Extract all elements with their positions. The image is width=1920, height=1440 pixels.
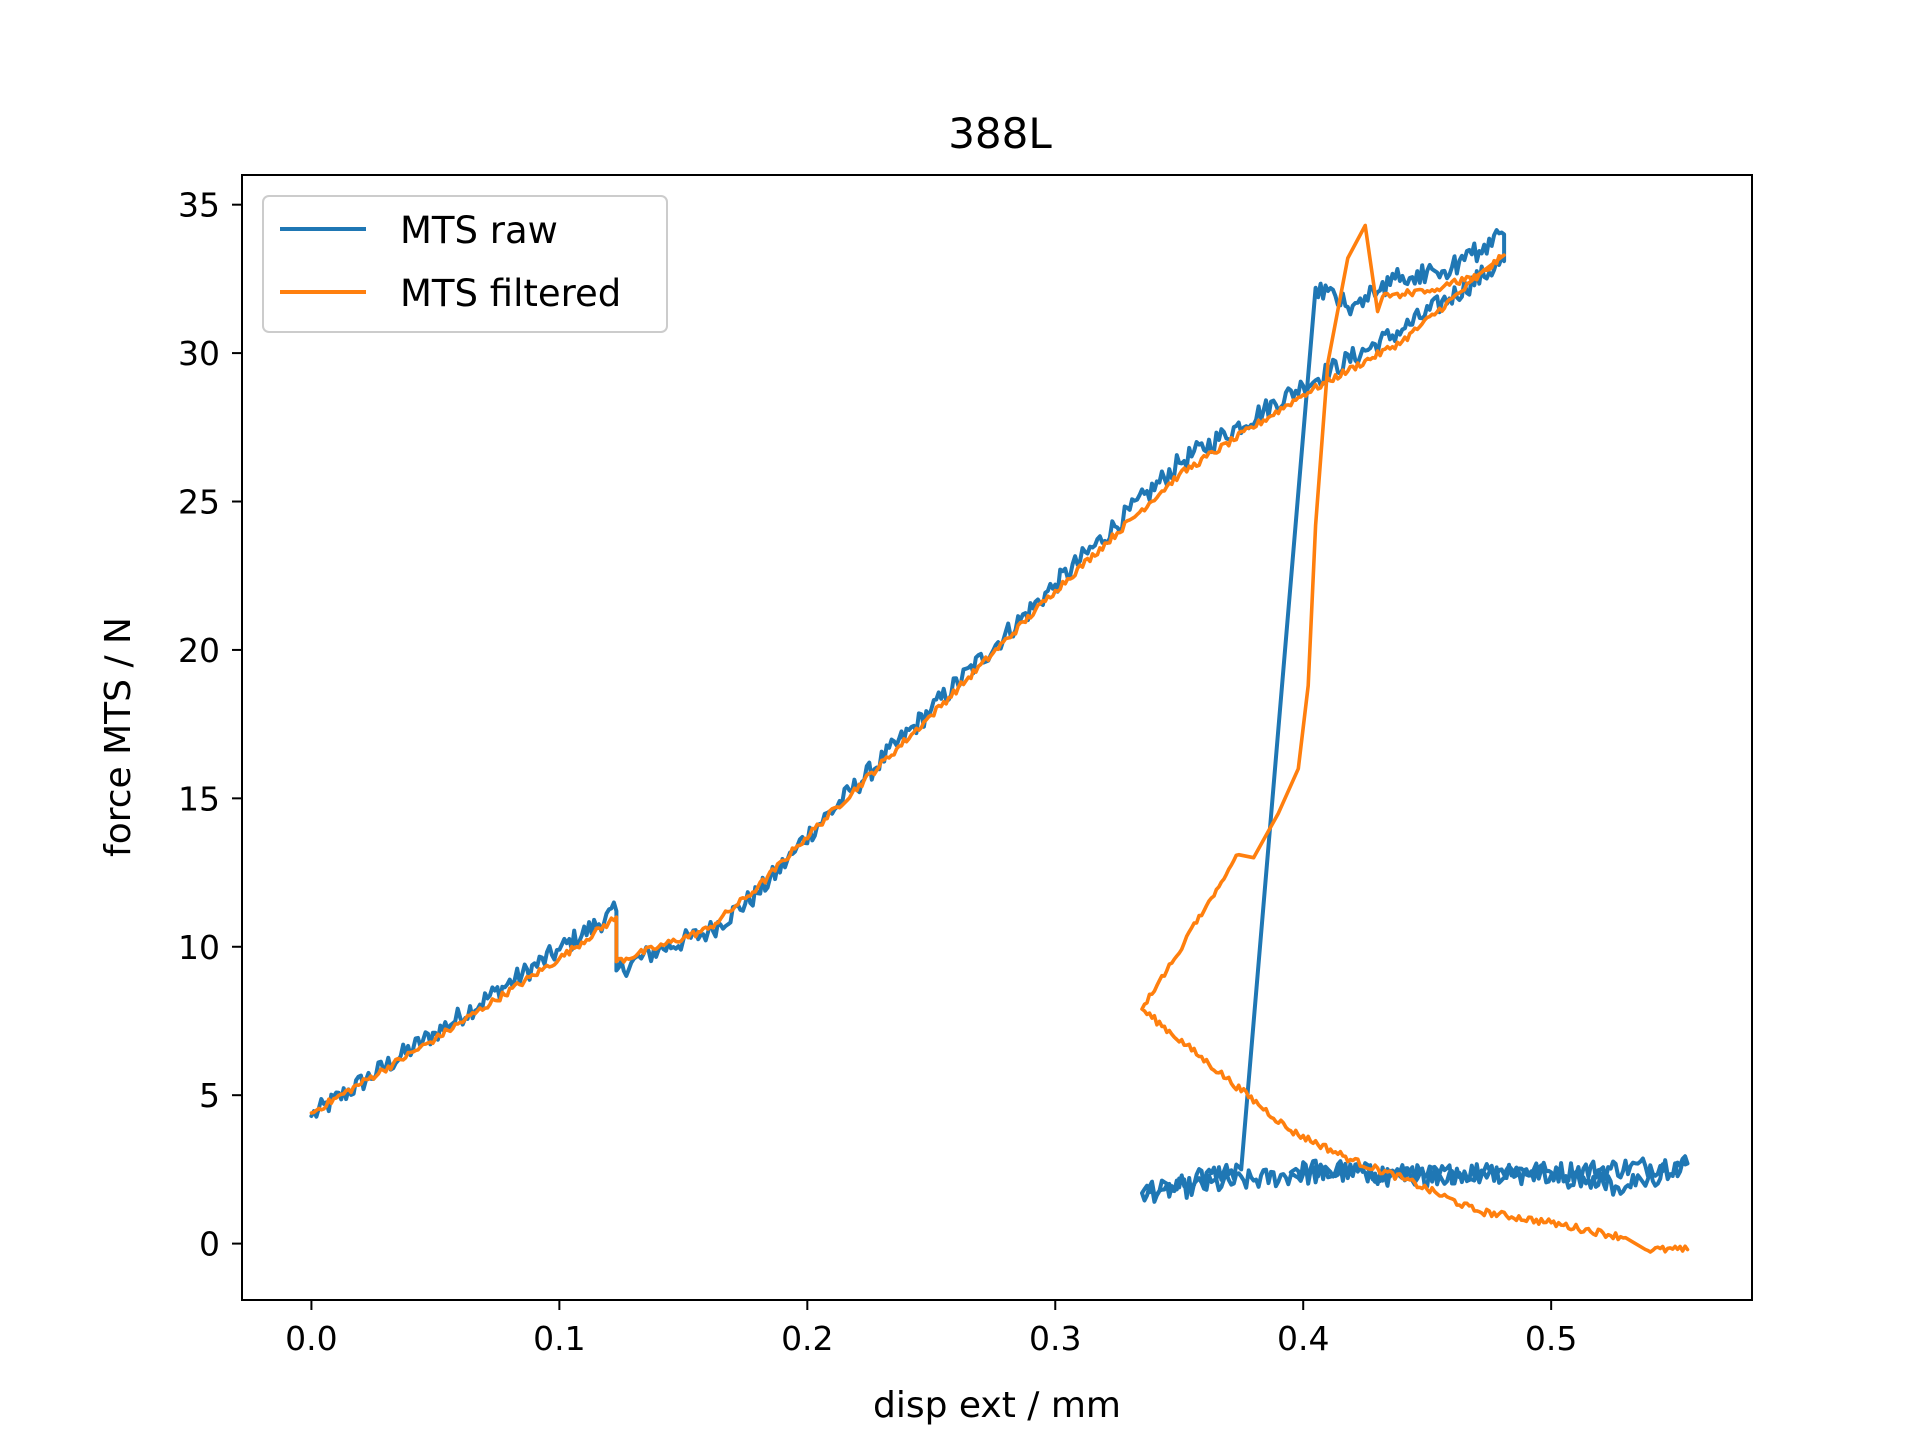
y-axis: 0 5 10 15 20 25 30 35 [178, 186, 242, 1264]
chart-title: 388L [948, 109, 1052, 158]
plot-area [241, 174, 1753, 1301]
series-line-filtered [309, 223, 1690, 1254]
y-tick-label: 35 [178, 186, 220, 225]
legend-label-raw: MTS raw [400, 209, 558, 252]
x-tick-label: 0.5 [1525, 1319, 1577, 1358]
series-line-raw [309, 228, 1690, 1204]
y-tick-label: 10 [178, 928, 220, 967]
y-tick-label: 25 [178, 483, 220, 522]
y-axis-label: force MTS / N [98, 617, 139, 857]
x-tick-label: 0.3 [1029, 1319, 1081, 1358]
x-tick-label: 0.0 [285, 1319, 337, 1358]
y-tick-label: 5 [199, 1076, 220, 1115]
y-tick-label: 30 [178, 334, 220, 373]
legend: MTS raw MTS filtered [262, 195, 668, 333]
y-tick-label: 0 [199, 1225, 220, 1264]
plot-frame [241, 174, 1753, 1301]
x-tick-label: 0.4 [1277, 1319, 1329, 1358]
x-axis-label: disp ext / mm [873, 1385, 1121, 1426]
y-tick-label: 20 [178, 631, 220, 670]
legend-label-filtered: MTS filtered [400, 272, 621, 315]
x-tick-label: 0.1 [533, 1319, 585, 1358]
x-axis: 0.0 0.1 0.2 0.3 0.4 0.5 [285, 1300, 1577, 1358]
x-tick-label: 0.2 [781, 1319, 833, 1358]
y-tick-label: 15 [178, 779, 220, 818]
